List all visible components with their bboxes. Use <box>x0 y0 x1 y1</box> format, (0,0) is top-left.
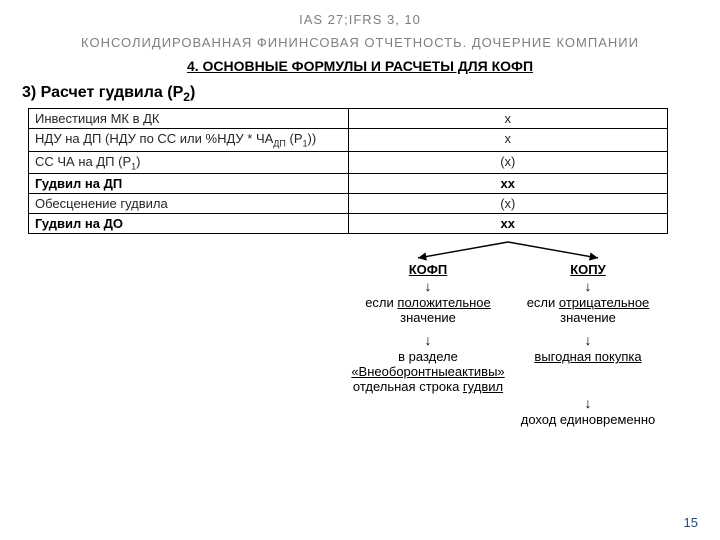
flow-diagram: КОФП КОПУ ↓ ↓ если положительное значени… <box>28 240 692 427</box>
table-cell-label: Обесценение гудвила <box>29 194 349 214</box>
subtitle: 3) Расчет гудвила (Р2) <box>22 84 692 104</box>
table-cell-label: Гудвил на ДО <box>29 214 349 234</box>
flow-right-condition: если отрицательное значение <box>508 295 668 325</box>
table-cell-value: x <box>348 128 667 151</box>
header-section: 4. ОСНОВНЫЕ ФОРМУЛЫ И РАСЧЕТЫ ДЛЯ КОФП <box>28 58 692 74</box>
table-cell-value: (x) <box>348 151 667 174</box>
table-row: Гудвил на ДПxx <box>29 174 668 194</box>
table-cell-value: (x) <box>348 194 667 214</box>
table-row: СС ЧА на ДП (Р1)(x) <box>29 151 668 174</box>
arrow-down-icon: ↓ <box>508 396 668 410</box>
subtitle-suffix: ) <box>190 84 195 101</box>
subtitle-sub: 2 <box>183 90 190 104</box>
table-row: Обесценение гудвила(x) <box>29 194 668 214</box>
flow-left-condition: если положительное значение <box>348 295 508 325</box>
calc-table: Инвестиция МК в ДКxНДУ на ДП (НДУ по СС … <box>28 108 668 234</box>
flow-left-destination: в разделе «Внеоборонтныеактивы» отдельна… <box>348 349 508 394</box>
arrow-down-icon: ↓ <box>508 333 668 347</box>
header-title: КОНСОЛИДИРОВАННАЯ ФИНИНСОВАЯ ОТЧЕТНОСТЬ.… <box>28 33 692 54</box>
arrow-down-icon: ↓ <box>508 279 668 293</box>
page-number: 15 <box>684 515 698 530</box>
flow-right-extra: доход единовременно <box>508 412 668 427</box>
flow-right-destination: выгодная покупка <box>508 349 668 394</box>
table-cell-value: xx <box>348 214 667 234</box>
arrow-down-icon: ↓ <box>348 279 508 293</box>
header-standards: IAS 27;IFRS 3, 10 <box>28 12 692 27</box>
table-row: Инвестиция МК в ДКx <box>29 108 668 128</box>
subtitle-prefix: 3) Расчет гудвила (Р <box>22 84 183 101</box>
table-row: НДУ на ДП (НДУ по СС или %НДУ * ЧАДП (Р1… <box>29 128 668 151</box>
split-arrow-icon <box>348 240 668 262</box>
table-cell-label: Гудвил на ДП <box>29 174 349 194</box>
table-row: Гудвил на ДОxx <box>29 214 668 234</box>
flow-left-header: КОФП <box>348 262 508 277</box>
flow-right-header: КОПУ <box>508 262 668 277</box>
table-cell-value: xx <box>348 174 667 194</box>
arrow-down-icon: ↓ <box>348 333 508 347</box>
table-cell-label: Инвестиция МК в ДК <box>29 108 349 128</box>
table-cell-label: НДУ на ДП (НДУ по СС или %НДУ * ЧАДП (Р1… <box>29 128 349 151</box>
table-cell-value: x <box>348 108 667 128</box>
table-cell-label: СС ЧА на ДП (Р1) <box>29 151 349 174</box>
